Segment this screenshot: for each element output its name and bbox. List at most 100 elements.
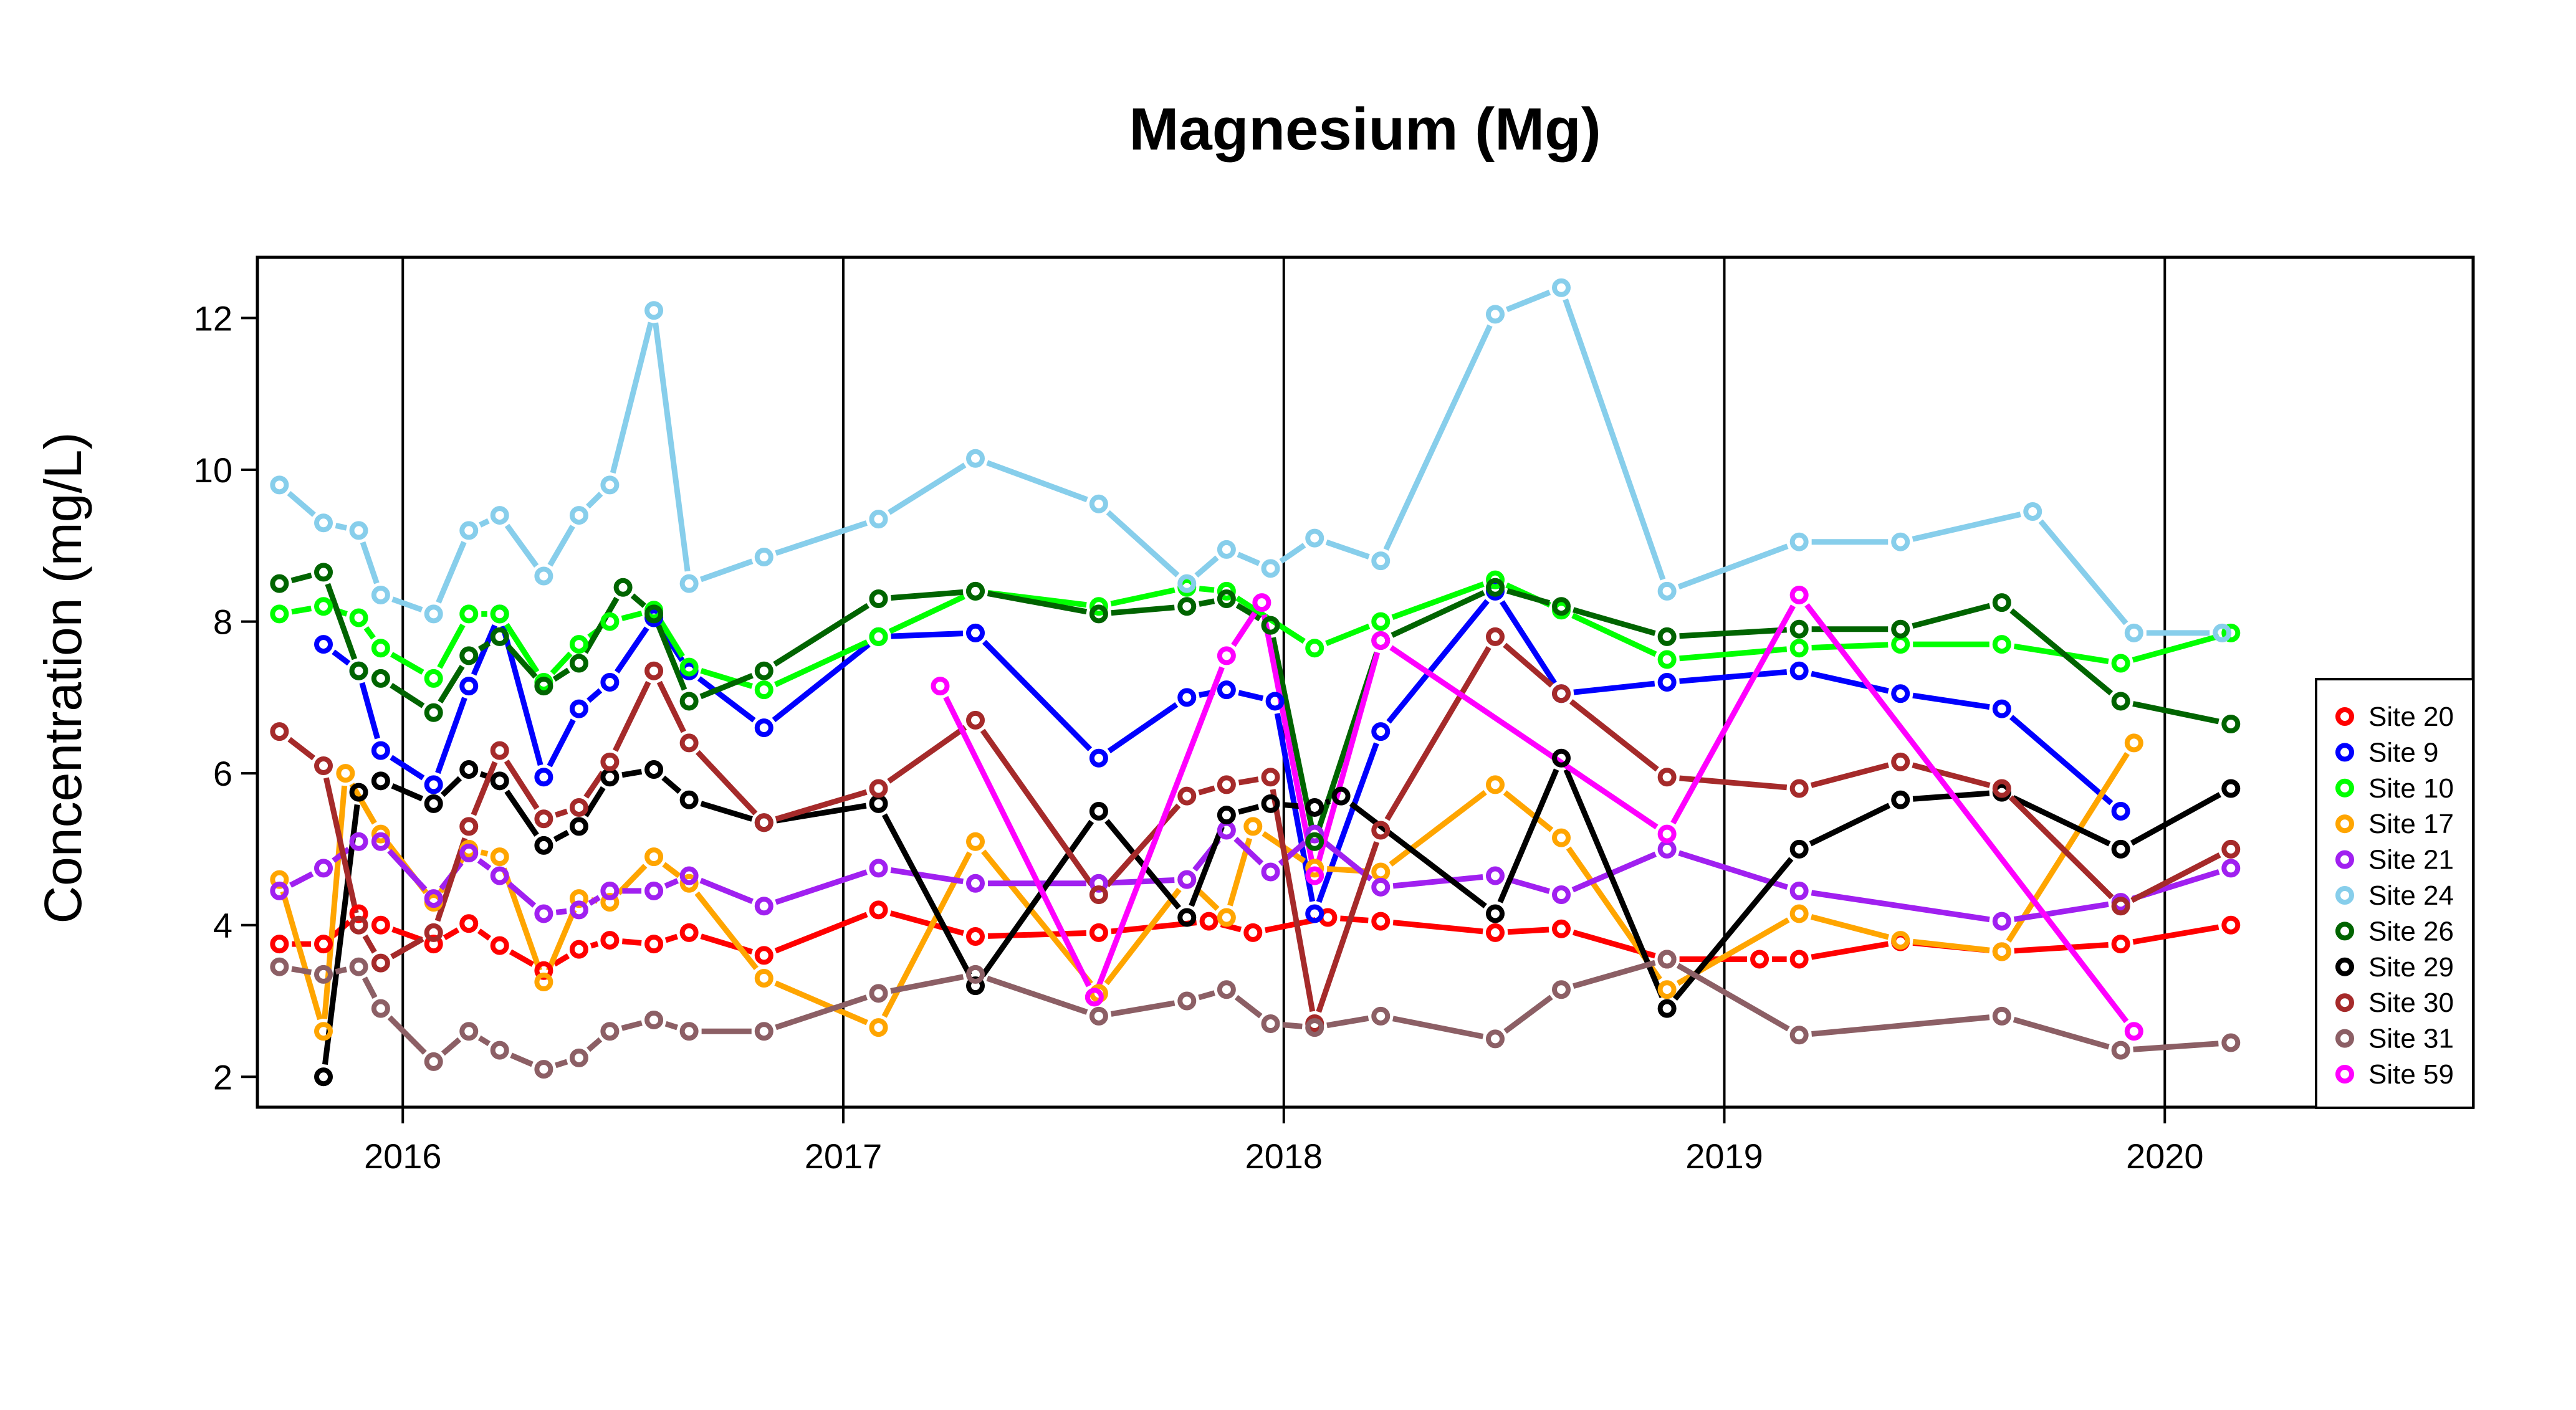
site-29-line-segment bbox=[775, 803, 867, 824]
site-9-line-segment bbox=[772, 642, 871, 723]
site-30-point bbox=[459, 817, 479, 836]
site-20-point bbox=[270, 935, 289, 954]
site-29-point bbox=[459, 760, 479, 779]
site-30-line-segment bbox=[1104, 803, 1181, 888]
site-31-line-segment bbox=[387, 1015, 427, 1055]
site-26-point bbox=[1992, 593, 2011, 612]
site-9-point bbox=[1265, 692, 1285, 711]
site-26-line-segment bbox=[1912, 603, 1991, 629]
site-30-point bbox=[371, 953, 390, 973]
site-9-point bbox=[371, 741, 390, 760]
site-21-point bbox=[1992, 912, 2011, 931]
site-21-line-segment bbox=[664, 878, 679, 889]
site-59-point bbox=[2124, 1022, 2143, 1041]
site-59-line-segment bbox=[1389, 645, 1659, 830]
legend-label: Site 26 bbox=[2368, 916, 2454, 946]
site-26-point bbox=[270, 574, 289, 593]
site-29-point bbox=[1089, 802, 1108, 821]
site-24-line-segment bbox=[653, 322, 691, 572]
site-21-point bbox=[1305, 824, 1324, 844]
site-24-point bbox=[314, 513, 333, 533]
site-24-line-segment bbox=[699, 558, 754, 583]
site-9-point bbox=[1217, 680, 1236, 700]
site-9-line-segment bbox=[547, 718, 576, 768]
site-17-line-segment bbox=[1912, 938, 1990, 953]
site-59-point bbox=[1217, 646, 1236, 665]
site-9-point bbox=[424, 775, 443, 794]
site-30-line-segment bbox=[287, 736, 315, 761]
site-21-line-segment bbox=[1811, 890, 1990, 923]
site-21-line-segment bbox=[1233, 836, 1264, 865]
legend-marker bbox=[2335, 707, 2354, 726]
site-26-point bbox=[1657, 627, 1677, 646]
site-59-point bbox=[931, 677, 950, 696]
site-21-point bbox=[1261, 862, 1280, 882]
site-17-point bbox=[1657, 980, 1677, 999]
site-21-point bbox=[424, 889, 443, 908]
site-30-line-segment bbox=[1270, 789, 1316, 1012]
site-24-point bbox=[1089, 494, 1108, 513]
site-24-point bbox=[966, 449, 985, 468]
site-29-line-segment bbox=[2130, 792, 2221, 846]
site-10-point bbox=[314, 597, 333, 616]
site-9-point bbox=[1891, 684, 1910, 703]
site-24-point bbox=[490, 506, 509, 525]
legend-label: Site 20 bbox=[2368, 702, 2454, 732]
site-21-point bbox=[534, 904, 553, 923]
site-30-line-segment bbox=[1198, 785, 1215, 796]
site-24-point bbox=[534, 566, 553, 586]
site-20-point bbox=[1750, 950, 1769, 969]
site-17-line-segment bbox=[480, 849, 489, 857]
site-9-point bbox=[314, 635, 333, 654]
site-26-point bbox=[1485, 578, 1505, 597]
site-59-line-segment bbox=[1670, 604, 1796, 825]
site-24-point bbox=[569, 506, 588, 525]
site-24-line-segment bbox=[1912, 512, 2021, 542]
site-10-line-segment bbox=[658, 619, 685, 659]
site-26-line-segment bbox=[583, 596, 620, 654]
site-9-line-segment bbox=[1811, 670, 1889, 694]
site-30-point bbox=[424, 923, 443, 942]
site-17-point bbox=[1485, 775, 1505, 794]
site-24-line-segment bbox=[479, 518, 490, 528]
site-17-point bbox=[1789, 904, 1809, 923]
site-26-line-segment bbox=[1679, 627, 1787, 639]
site-30-line-segment bbox=[2130, 852, 2221, 903]
site-30-point bbox=[600, 752, 620, 771]
site-24-point bbox=[1485, 305, 1505, 324]
legend-marker bbox=[2335, 922, 2354, 941]
site-29-line-segment bbox=[391, 783, 424, 802]
site-30-point bbox=[270, 722, 289, 741]
site-30-line-segment bbox=[1316, 841, 1380, 1013]
site-24-line-segment bbox=[1279, 543, 1306, 564]
y-tick-label: 10 bbox=[194, 450, 232, 490]
site-29-line-segment bbox=[881, 813, 972, 976]
site-29-line-segment bbox=[1189, 826, 1225, 907]
site-29-point bbox=[534, 836, 553, 855]
x-tick-label: 2017 bbox=[805, 1136, 883, 1176]
site-9-line-segment bbox=[614, 626, 649, 674]
site-24-line-segment bbox=[1194, 555, 1219, 578]
site-26-line-segment bbox=[1391, 590, 1485, 638]
site-24-line-segment bbox=[775, 520, 868, 556]
site-9-line-segment bbox=[1500, 600, 1557, 685]
site-9-line-segment bbox=[697, 676, 756, 723]
site-29-point bbox=[1891, 790, 1910, 809]
site-30-line-segment bbox=[555, 808, 568, 818]
site-31-line-segment bbox=[335, 966, 347, 975]
site-59-line-segment bbox=[1261, 614, 1315, 864]
site-31-point bbox=[754, 1022, 773, 1041]
site-24-point bbox=[2213, 623, 2232, 642]
site-26-point bbox=[371, 669, 390, 688]
site-21-point bbox=[754, 897, 773, 916]
site-31-line-segment bbox=[1326, 1015, 1369, 1029]
site-21-point bbox=[966, 874, 985, 893]
site-26-line-segment bbox=[290, 573, 312, 584]
site-9-point bbox=[1305, 904, 1324, 923]
site-26-point bbox=[349, 661, 368, 680]
site-17-line-segment bbox=[2006, 751, 2130, 943]
site-31-point bbox=[459, 1022, 479, 1041]
legend-marker bbox=[2335, 1029, 2354, 1048]
site-20-line-segment bbox=[987, 930, 1087, 939]
site-20-line-segment bbox=[1264, 917, 1316, 933]
